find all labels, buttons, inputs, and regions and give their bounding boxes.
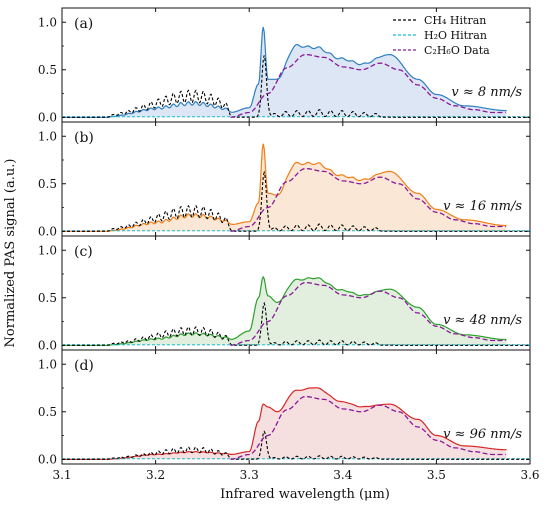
x-tick-label: 3.3 — [240, 468, 259, 482]
y-tick-label: 1.0 — [38, 15, 57, 29]
legend: CH₄ Hitran H₂O Hitran C₂H₆O Data — [393, 14, 490, 57]
y-tick-label: 0.5 — [38, 291, 57, 305]
x-tick-label: 3.6 — [520, 468, 539, 482]
signal-line — [62, 26, 507, 118]
y-tick-label: 0.5 — [38, 177, 57, 191]
x-tick-label: 3.2 — [146, 468, 165, 482]
speed-label: v ≈ 8 nm/s — [451, 85, 522, 100]
y-tick-label: 0.0 — [38, 452, 57, 466]
panel-d: 0.0 0.5 1.0 (d) v ≈ 96 nm/s — [38, 349, 531, 466]
panel-label: (a) — [74, 16, 93, 32]
c2h6o-data-line — [230, 167, 506, 232]
y-tick-label: 1.0 — [38, 243, 57, 257]
ch4-hitran-line — [62, 170, 530, 232]
y-tick-label: 1.0 — [38, 357, 57, 371]
panel-label: (d) — [74, 358, 94, 374]
x-axis-label: Infrared wavelength (μm) — [220, 487, 390, 502]
panel-label: (b) — [74, 130, 94, 146]
signal-line — [62, 275, 507, 346]
y-tick-label: 0.5 — [38, 405, 57, 419]
c2h6o-data-line — [230, 53, 506, 118]
signal-fill — [62, 276, 507, 346]
ch4-hitran-line — [62, 301, 530, 346]
panel-c: 0.0 0.5 1.0 (c) v ≈ 48 nm/s — [38, 235, 531, 352]
signal-fill — [62, 143, 507, 232]
panels-group: 0.0 0.5 1.0 (a) v ≈ 8 nm/s 0.0 0.5 1.0 (b) v ≈ 16… — [38, 7, 531, 466]
legend-entry: H₂O Hitran — [424, 29, 487, 42]
x-axis: 3.1 3.2 3.3 3.4 3.5 3.6 — [52, 468, 539, 482]
signal-line — [62, 387, 507, 460]
signal-fill — [62, 387, 507, 460]
y-tick-label: 0.0 — [38, 110, 57, 124]
y-tick-label: 0.0 — [38, 338, 57, 352]
panel-a: 0.0 0.5 1.0 (a) v ≈ 8 nm/s — [38, 7, 531, 124]
panel-b: 0.0 0.5 1.0 (b) v ≈ 16 nm/s — [38, 121, 531, 238]
y-axis-label: Normalized PAS signal (a.u.) — [3, 159, 18, 348]
ch4-hitran-line — [62, 430, 530, 460]
panel-frame — [61, 349, 531, 465]
c2h6o-data-line — [230, 281, 506, 346]
y-tick-label: 0.0 — [38, 224, 57, 238]
signal-fill — [62, 27, 507, 118]
legend-entry: C₂H₆O Data — [424, 44, 490, 57]
speed-label: v ≈ 96 nm/s — [443, 427, 522, 442]
signal-line — [62, 143, 507, 232]
x-tick-label: 3.5 — [427, 468, 446, 482]
speed-label: v ≈ 16 nm/s — [443, 199, 522, 214]
ch4-hitran-line — [62, 55, 530, 118]
x-tick-label: 3.1 — [52, 468, 71, 482]
y-tick-label: 0.5 — [38, 63, 57, 77]
panel-label: (c) — [74, 244, 93, 260]
speed-label: v ≈ 48 nm/s — [443, 313, 522, 328]
c2h6o-data-line — [230, 395, 506, 460]
y-tick-label: 1.0 — [38, 129, 57, 143]
x-tick-label: 3.4 — [333, 468, 352, 482]
legend-entry: CH₄ Hitran — [424, 14, 486, 27]
